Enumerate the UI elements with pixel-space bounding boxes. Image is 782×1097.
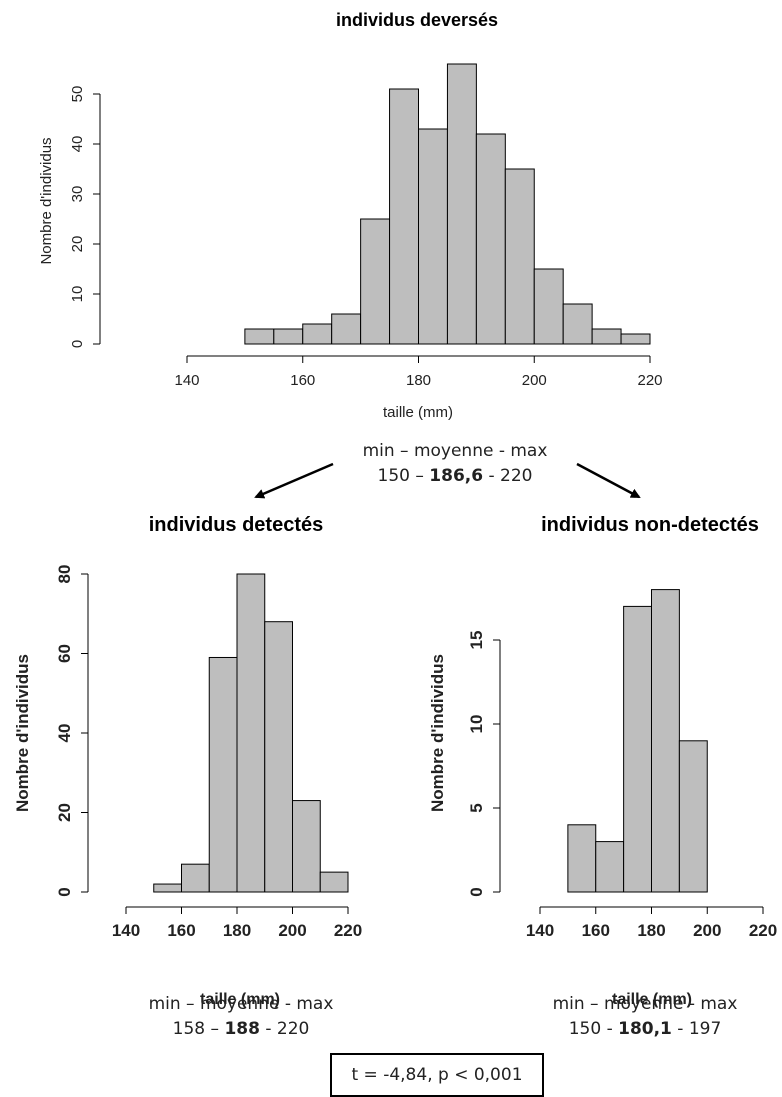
x-tick-label: 220 [749,921,777,940]
y-axis: 0 20 40 60 80 [55,565,89,897]
stats-detectes: min – moyenne - max 158 – 188 - 220 [116,992,366,1042]
histogram-bar [181,863,210,893]
stats-min: 150 – [377,466,430,486]
x-axis-label: taille (mm) [383,404,453,421]
y-tick-label: 80 [55,565,74,584]
y-axis: 0 5 10 15 [467,631,501,897]
histogram-bar [244,328,275,345]
x-tick-label: 220 [334,921,362,940]
y-tick-label: 0 [69,340,86,348]
histogram-bar [591,328,622,345]
stats-max: - 197 [671,1019,722,1039]
arrow-right [576,462,641,499]
x-tick-label: 140 [174,372,199,389]
chart-title: individus non-detectés [541,514,759,536]
x-tick-label: 200 [522,372,547,389]
chart-deverses: individus deversés 140 160 180 200 220 0 10 20… [38,10,663,421]
chart-title: individus deversés [336,10,498,30]
t-test-result: t = -4,84, p < 0,001 [330,1053,544,1097]
bar-group [567,589,708,893]
histogram-bar [475,133,506,345]
x-tick-label: 200 [278,921,306,940]
histogram-bar [302,323,333,345]
chart-non-detectes: individus non-detectés 140 160 180 200 220 0… [428,514,777,1008]
x-axis: 140 160 180 200 220 [526,906,777,940]
stats-non-detectes: min – moyenne - max 150 - 180,1 - 197 [520,992,770,1042]
histogram-bar [292,800,321,893]
stats-max: - 220 [483,466,533,486]
stats-max: - 220 [259,1019,310,1039]
histogram-bar [562,303,593,345]
y-tick-label: 15 [467,631,486,650]
histogram-bar [418,128,448,345]
y-axis-label: Nombre d'individus [428,654,447,812]
stats-mean: 180,1 [618,1019,672,1039]
histogram-bar [273,328,304,345]
x-tick-label: 220 [637,372,662,389]
stats-header: min – moyenne - max [552,994,738,1014]
stats-header: min – moyenne - max [148,994,334,1014]
y-tick-label: 40 [55,724,74,743]
stats-mean: 186,6 [429,466,484,486]
y-tick-label: 20 [55,803,74,822]
histogram-bar [504,168,535,345]
y-tick-label: 20 [69,236,86,253]
bar-group [244,63,651,345]
histogram-bar [533,268,564,345]
histogram-bar [620,333,651,345]
y-axis: 0 10 20 30 40 50 [69,86,101,348]
chart-detectes: individus detectés 140 160 180 200 220 0 20 40… [13,514,362,1008]
histogram-bar [678,740,708,893]
x-tick-label: 180 [637,921,665,940]
y-axis-label: Nombre d'individus [13,654,32,812]
y-tick-label: 50 [69,86,86,103]
x-tick-label: 140 [112,921,140,940]
histogram-bar [623,605,652,893]
y-tick-label: 30 [69,186,86,203]
histogram-bar [360,218,391,345]
y-tick-label: 0 [55,887,74,896]
y-tick-label: 5 [467,803,486,812]
y-tick-label: 40 [69,136,86,153]
stats-values: 158 – 188 - 220 [116,1017,366,1042]
stats-values: 150 – 186,6 - 220 [330,464,580,489]
x-axis-label: taille (mm) [200,991,280,1008]
x-tick-label: 140 [526,921,554,940]
stats-deverses: min – moyenne - max 150 – 186,6 - 220 [330,439,580,489]
x-tick-label: 160 [582,921,610,940]
histogram-bar [567,824,597,893]
stats-min: 158 – [172,1019,225,1039]
x-tick-label: 180 [223,921,251,940]
x-axis-label: taille (mm) [612,991,692,1008]
histogram-bar [319,871,349,893]
x-tick-label: 160 [167,921,195,940]
x-tick-label: 200 [693,921,721,940]
chart-title: individus detectés [149,514,324,536]
histogram-bar [651,589,680,893]
x-tick-label: 160 [290,372,315,389]
histogram-bar [153,883,182,893]
y-tick-label: 60 [55,644,74,663]
histogram-bar [208,656,238,893]
histogram-bar [595,841,625,893]
y-axis-label: Nombre d'individus [38,137,55,264]
y-tick-label: 0 [467,887,486,896]
stats-mean: 188 [224,1019,260,1039]
y-tick-label: 10 [467,715,486,734]
x-axis: 140 160 180 200 220 [112,906,362,940]
histogram-bar [389,88,419,345]
stats-min: 150 - [568,1019,619,1039]
stats-values: 150 - 180,1 - 197 [520,1017,770,1042]
histogram-bar [236,573,266,893]
histogram-bar [446,63,477,345]
histogram-bar [264,621,293,893]
arrow-left [254,462,334,499]
x-axis: 140 160 180 200 220 [174,355,663,389]
bar-group [153,573,349,893]
y-tick-label: 10 [69,286,86,303]
histogram-bar [331,313,362,345]
stats-header: min – moyenne - max [362,441,548,461]
x-tick-label: 180 [406,372,431,389]
